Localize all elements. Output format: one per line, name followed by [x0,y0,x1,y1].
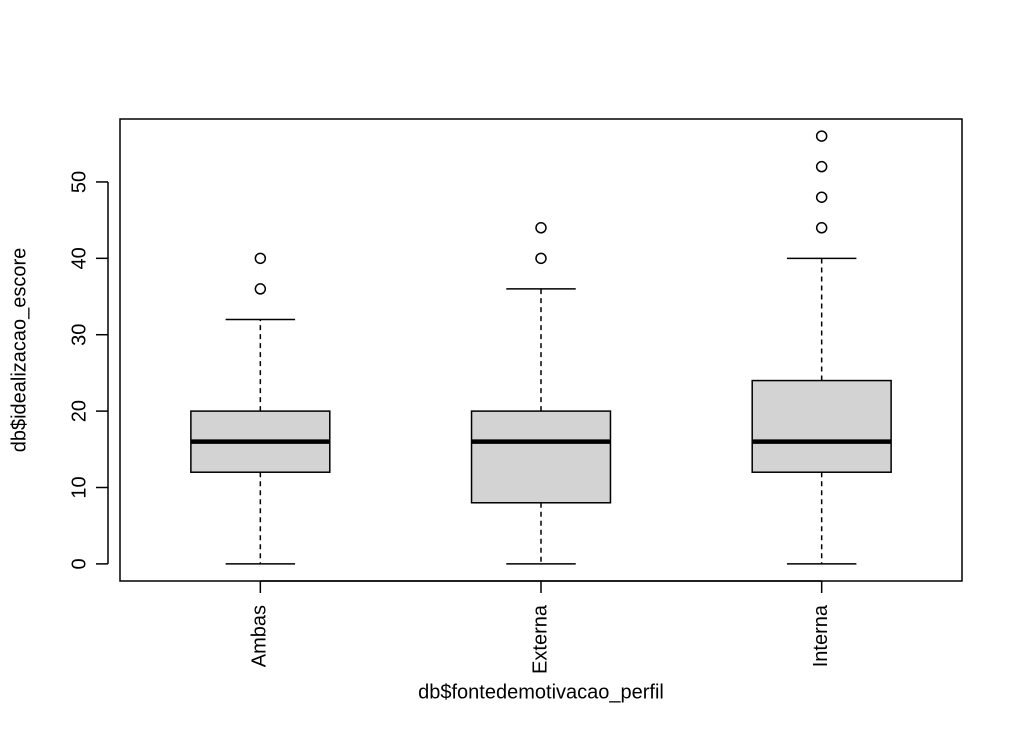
plot-frame [119,118,963,582]
y-tick-label: 10 [68,476,90,498]
outlier [535,252,547,265]
outlier [815,130,828,142]
outlier [254,283,267,295]
y-tick-label: 30 [68,324,90,346]
outlier [815,191,828,203]
y-tick-label: 40 [68,247,90,269]
box [470,410,612,504]
y-tick-label: 50 [68,171,90,193]
box [751,379,892,473]
outlier [254,252,267,265]
y-tick-label: 20 [68,400,90,422]
x-tick-label: Externa [529,604,551,674]
outlier [815,222,828,234]
x-tick-label: Interna [810,604,832,667]
outlier [535,222,547,234]
outlier [815,160,828,173]
y-axis-label: db$idealizacao_escore [8,248,30,453]
x-tick-label: Ambas [249,605,271,667]
x-axis-label: db$fontedemotivacao_perfil [418,681,664,703]
y-tick-label: 0 [68,558,90,569]
